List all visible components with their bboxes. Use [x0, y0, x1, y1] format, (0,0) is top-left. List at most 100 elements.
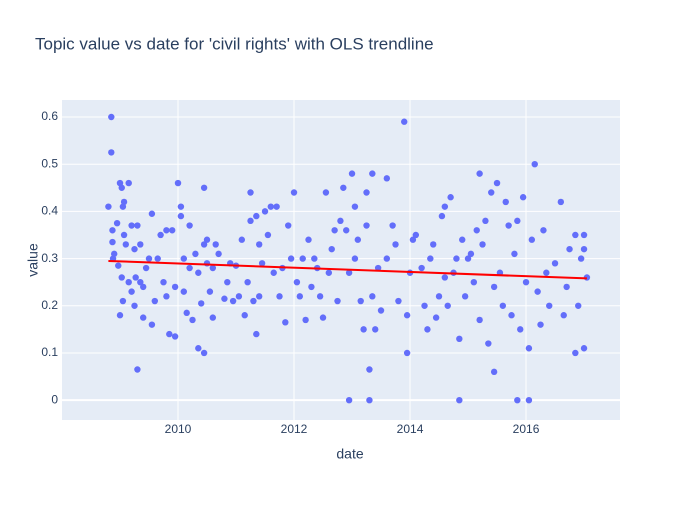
- point: [383, 175, 391, 182]
- point: [157, 231, 164, 239]
- point: [580, 231, 588, 239]
- point: [238, 236, 246, 243]
- point: [366, 396, 373, 404]
- marks: [105, 113, 591, 404]
- point: [403, 312, 411, 319]
- point: [140, 314, 147, 321]
- point: [424, 326, 431, 333]
- point: [511, 250, 518, 258]
- point: [502, 198, 509, 206]
- point: [224, 278, 231, 286]
- point: [473, 227, 480, 234]
- point: [261, 208, 269, 215]
- point: [241, 312, 248, 319]
- point: [546, 302, 553, 309]
- point: [508, 312, 515, 319]
- point: [334, 297, 341, 305]
- point: [470, 278, 478, 286]
- point: [140, 283, 147, 291]
- point: [340, 184, 347, 191]
- point: [137, 278, 144, 286]
- point: [441, 274, 449, 281]
- point: [447, 194, 454, 201]
- point: [485, 340, 492, 347]
- point: [572, 349, 579, 357]
- point: [145, 255, 153, 262]
- point: [374, 264, 382, 272]
- point: [308, 283, 315, 291]
- point: [580, 245, 588, 253]
- point: [325, 269, 333, 276]
- point: [383, 255, 391, 262]
- point: [479, 241, 486, 248]
- point: [120, 198, 128, 206]
- point: [566, 245, 573, 253]
- point: [276, 293, 283, 300]
- point: [253, 212, 260, 220]
- y-tick-label: 0.5: [41, 156, 58, 170]
- point: [453, 255, 460, 262]
- point: [537, 321, 544, 328]
- point: [250, 297, 257, 305]
- point: [395, 297, 402, 305]
- point: [563, 283, 570, 291]
- point: [401, 118, 408, 125]
- point: [456, 396, 463, 404]
- x-axis-title: date: [336, 446, 363, 462]
- plot-area: [62, 100, 620, 420]
- x-tick-label: 2014: [397, 422, 424, 436]
- chart-title: Topic value vs date for 'civil rights' w…: [35, 34, 434, 53]
- point: [345, 269, 353, 276]
- point: [360, 326, 367, 333]
- point: [363, 189, 370, 196]
- point: [319, 314, 327, 321]
- point: [177, 203, 185, 210]
- point: [444, 302, 451, 309]
- point: [476, 316, 483, 324]
- y-tick-label: 0.3: [41, 251, 58, 265]
- point: [169, 227, 176, 234]
- point: [285, 222, 292, 229]
- point: [247, 189, 254, 196]
- point: [118, 274, 125, 281]
- y-tick-label: 0.6: [41, 109, 58, 123]
- point: [293, 278, 301, 286]
- point: [160, 278, 167, 286]
- point: [418, 264, 425, 272]
- point: [209, 264, 217, 272]
- point: [528, 236, 536, 243]
- point: [357, 297, 364, 305]
- point: [522, 278, 530, 286]
- point: [148, 321, 156, 328]
- point: [345, 396, 353, 404]
- point: [551, 260, 559, 267]
- point: [421, 302, 428, 309]
- point: [540, 227, 547, 234]
- point: [198, 300, 205, 307]
- point: [464, 255, 472, 262]
- point: [174, 179, 182, 187]
- point: [369, 170, 376, 177]
- point: [514, 396, 521, 404]
- point: [125, 278, 132, 286]
- point: [435, 293, 443, 300]
- point: [392, 241, 399, 248]
- point: [488, 189, 495, 196]
- point: [514, 217, 521, 225]
- point: [192, 250, 199, 258]
- point: [134, 366, 141, 373]
- y-tick-label: 0: [51, 392, 58, 406]
- point: [132, 274, 139, 281]
- point: [148, 210, 156, 217]
- point: [115, 262, 122, 269]
- point: [221, 295, 228, 302]
- point: [247, 217, 254, 225]
- point: [322, 189, 330, 196]
- point: [296, 293, 304, 300]
- point: [203, 236, 211, 243]
- point: [200, 184, 208, 191]
- point: [476, 170, 483, 177]
- point: [543, 269, 550, 276]
- point: [256, 241, 263, 248]
